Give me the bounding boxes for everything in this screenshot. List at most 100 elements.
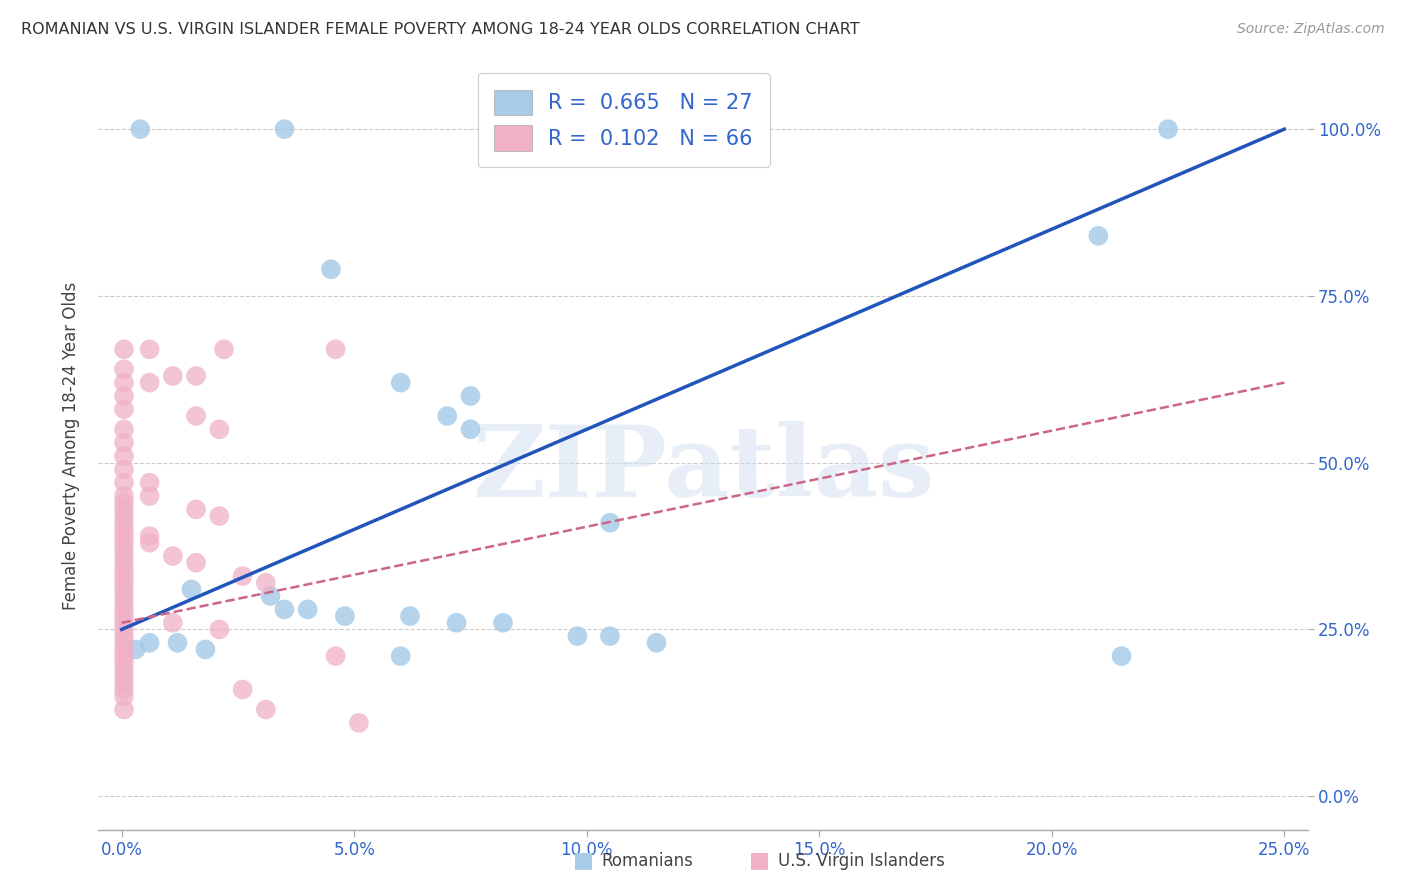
Point	[112, 502, 135, 516]
Point	[112, 449, 135, 463]
Point	[273, 122, 295, 136]
Point	[112, 636, 135, 650]
Point	[138, 376, 160, 390]
Point	[254, 575, 277, 590]
Point	[112, 582, 135, 597]
Point	[208, 623, 231, 637]
Point	[138, 343, 160, 357]
Point	[112, 509, 135, 524]
Text: ZIPatlas: ZIPatlas	[472, 420, 934, 517]
Point	[112, 569, 135, 583]
Point	[212, 343, 235, 357]
Point	[112, 623, 135, 637]
Point	[436, 409, 458, 423]
Point	[112, 589, 135, 603]
Point	[599, 629, 621, 643]
Point	[1111, 649, 1133, 664]
Point	[124, 642, 146, 657]
Text: U.S. Virgin Islanders: U.S. Virgin Islanders	[778, 852, 945, 870]
Point	[112, 362, 135, 376]
Point	[138, 636, 160, 650]
Point	[112, 496, 135, 510]
Point	[112, 376, 135, 390]
Legend: R =  0.665   N = 27, R =  0.102   N = 66: R = 0.665 N = 27, R = 0.102 N = 66	[478, 73, 769, 168]
Point	[112, 656, 135, 670]
Point	[1087, 228, 1109, 243]
Point	[138, 529, 160, 543]
Point	[273, 602, 295, 616]
Point	[138, 535, 160, 549]
Point	[112, 343, 135, 357]
Point	[112, 675, 135, 690]
Point	[112, 389, 135, 403]
Point	[208, 509, 231, 524]
Point	[112, 489, 135, 503]
Point	[112, 629, 135, 643]
Point	[347, 715, 370, 730]
Point	[1157, 122, 1180, 136]
Point	[112, 702, 135, 716]
Point	[208, 422, 231, 436]
Text: Romanians: Romanians	[602, 852, 693, 870]
Point	[254, 702, 277, 716]
Text: ROMANIAN VS U.S. VIRGIN ISLANDER FEMALE POVERTY AMONG 18-24 YEAR OLDS CORRELATIO: ROMANIAN VS U.S. VIRGIN ISLANDER FEMALE …	[21, 22, 859, 37]
Point	[333, 609, 356, 624]
Point	[138, 475, 160, 490]
Point	[112, 402, 135, 417]
Point	[162, 368, 184, 383]
Point	[399, 609, 422, 624]
Point	[112, 689, 135, 703]
Text: ■: ■	[574, 850, 593, 870]
Text: ■: ■	[749, 850, 769, 870]
Point	[112, 602, 135, 616]
Point	[325, 649, 347, 664]
Point	[184, 556, 207, 570]
Point	[460, 389, 482, 403]
Point	[232, 569, 254, 583]
Point	[112, 435, 135, 450]
Point	[112, 669, 135, 683]
Point	[446, 615, 468, 630]
Point	[112, 642, 135, 657]
Point	[297, 602, 319, 616]
Point	[184, 502, 207, 516]
Point	[112, 549, 135, 563]
Point	[112, 562, 135, 576]
Point	[389, 649, 412, 664]
Point	[112, 535, 135, 549]
Point	[129, 122, 152, 136]
Point	[112, 649, 135, 664]
Point	[232, 682, 254, 697]
Point	[112, 615, 135, 630]
Text: Source: ZipAtlas.com: Source: ZipAtlas.com	[1237, 22, 1385, 37]
Point	[112, 516, 135, 530]
Point	[184, 409, 207, 423]
Point	[112, 596, 135, 610]
Point	[112, 542, 135, 557]
Point	[259, 589, 281, 603]
Point	[112, 663, 135, 677]
Point	[112, 682, 135, 697]
Point	[112, 462, 135, 476]
Point	[162, 549, 184, 563]
Point	[138, 489, 160, 503]
Point	[112, 556, 135, 570]
Point	[184, 368, 207, 383]
Point	[194, 642, 217, 657]
Point	[389, 376, 412, 390]
Point	[112, 575, 135, 590]
Point	[112, 609, 135, 624]
Point	[112, 522, 135, 536]
Point	[162, 615, 184, 630]
Point	[112, 529, 135, 543]
Point	[599, 516, 621, 530]
Point	[166, 636, 188, 650]
Point	[325, 343, 347, 357]
Point	[319, 262, 342, 277]
Point	[112, 475, 135, 490]
Point	[645, 636, 668, 650]
Point	[567, 629, 589, 643]
Y-axis label: Female Poverty Among 18-24 Year Olds: Female Poverty Among 18-24 Year Olds	[62, 282, 80, 610]
Point	[112, 422, 135, 436]
Point	[460, 422, 482, 436]
